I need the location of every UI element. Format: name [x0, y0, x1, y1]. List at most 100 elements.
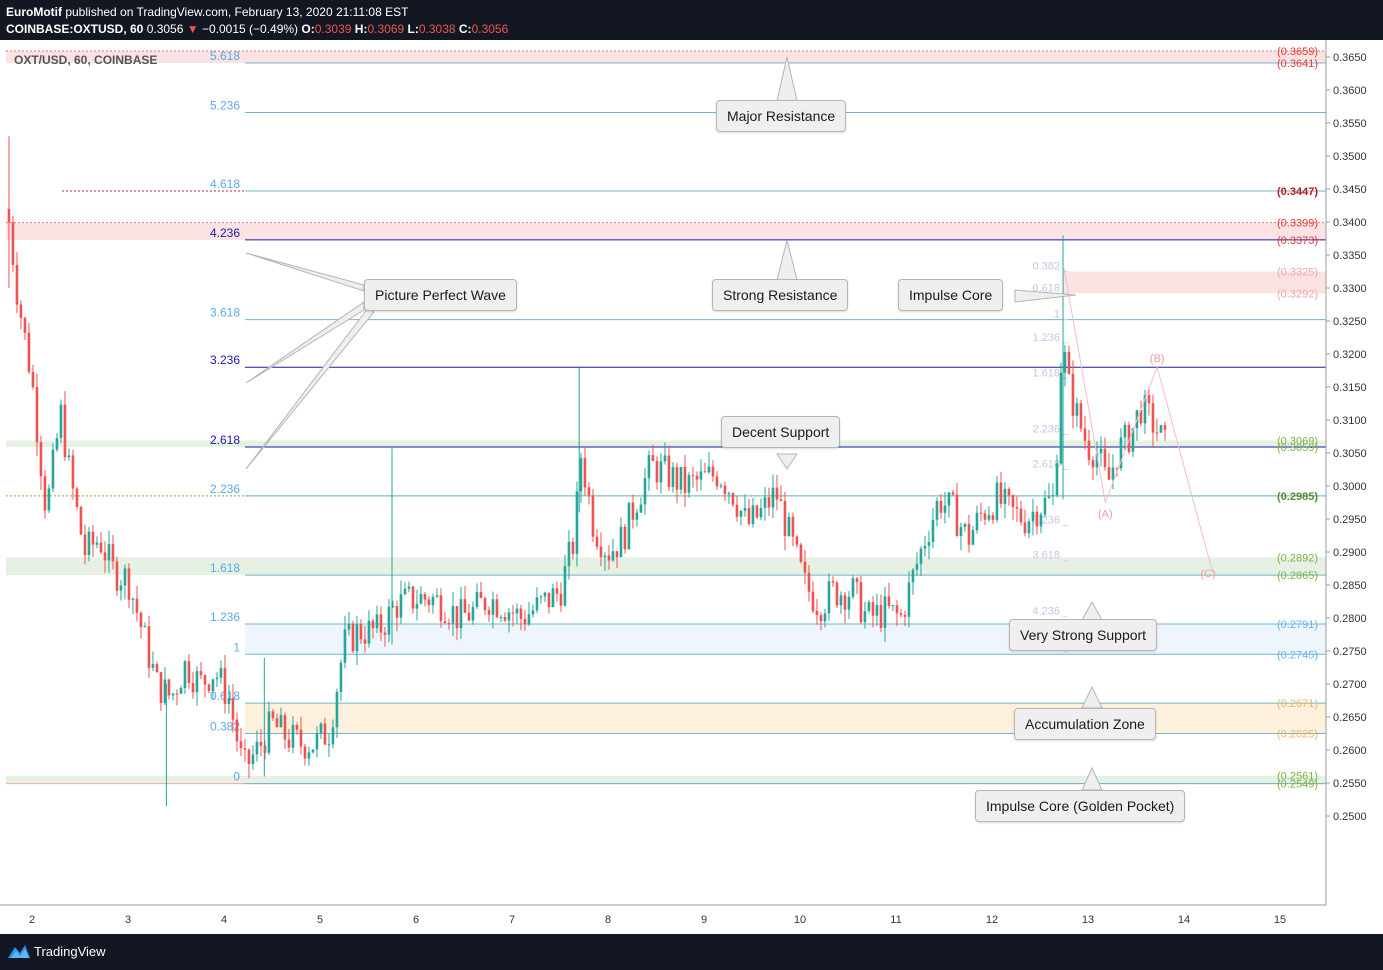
candle-body: [279, 715, 283, 728]
candle-body: [259, 741, 263, 746]
candle-body: [563, 566, 567, 606]
y-tick-label: 0.3650: [1333, 52, 1367, 64]
candle-body: [575, 491, 579, 554]
candle-body: [23, 317, 27, 333]
chart-header: EuroMotif published on TradingView.com, …: [0, 0, 1383, 40]
candle-body: [887, 596, 891, 607]
candle-body: [83, 534, 87, 556]
candle-body: [951, 492, 955, 495]
candle-body: [187, 661, 191, 684]
callout-accumulation-zone[interactable]: Accumulation Zone: [1014, 708, 1156, 740]
price-level-label: (0.2549): [1277, 779, 1318, 791]
candle-body: [103, 552, 107, 561]
candle-body: [691, 475, 695, 477]
candle-body: [795, 536, 799, 545]
candle-body: [451, 606, 455, 624]
impulse-fib-label: 3.236: [1032, 515, 1060, 527]
candle-body: [531, 610, 535, 615]
impulse-fib-label: 4.236: [1032, 606, 1060, 618]
candle-body: [891, 605, 895, 607]
callout-golden-pocket[interactable]: Impulse Core (Golden Pocket): [975, 790, 1186, 822]
callout-picture-perfect-wave[interactable]: Picture Perfect Wave: [364, 279, 517, 311]
close-label: C:: [458, 22, 472, 36]
author-name[interactable]: EuroMotif: [6, 5, 62, 19]
candle-body: [875, 605, 879, 616]
fib-level-label: 1.618: [210, 561, 240, 575]
pointer-very-strong-support: [1081, 600, 1103, 621]
impulse-fib-label: 0.618: [1032, 282, 1060, 294]
y-tick-label: 0.3350: [1333, 250, 1367, 262]
callout-very-strong-support[interactable]: Very Strong Support: [1009, 619, 1158, 651]
candle-body: [283, 715, 287, 740]
zone-base: [6, 775, 1326, 784]
y-tick-label: 0.3400: [1333, 217, 1367, 229]
candle-body: [255, 741, 259, 755]
candle-body: [511, 612, 515, 614]
candle-body: [735, 504, 739, 517]
candle-body: [91, 531, 95, 545]
candle-body: [723, 485, 727, 494]
candle-body: [371, 620, 375, 629]
candle-body: [199, 671, 203, 676]
symbol-name[interactable]: COINBASE:OXTUSD, 60: [6, 22, 144, 36]
candle-body: [27, 332, 31, 372]
candle-body: [847, 596, 851, 610]
candle-body: [947, 492, 951, 506]
fib-level-label: 1: [233, 640, 240, 654]
callout-strong-resistance[interactable]: Strong Resistance: [712, 279, 849, 311]
candle-body: [75, 488, 79, 507]
candle-body: [1079, 403, 1083, 429]
candle-body: [15, 264, 19, 305]
zone-major-resistance: [6, 51, 1326, 63]
candle-body: [703, 471, 707, 473]
y-tick-label: 0.2650: [1333, 712, 1367, 724]
y-tick-label: 0.2500: [1333, 811, 1367, 823]
impulse-fib-label: 1: [1054, 309, 1060, 321]
y-tick-label: 0.2950: [1333, 514, 1367, 526]
publish-info: EuroMotif published on TradingView.com, …: [6, 5, 408, 19]
fib-level-label: 0: [233, 770, 240, 784]
price-level-label: (0.3373): [1277, 235, 1318, 247]
candle-body: [419, 594, 423, 604]
candle-body: [447, 622, 451, 624]
candle-body: [1127, 424, 1131, 452]
candle-body: [711, 466, 715, 477]
callout-decent-support[interactable]: Decent Support: [721, 416, 841, 448]
candle-body: [379, 614, 383, 633]
candle-body: [475, 592, 479, 607]
candle-body: [235, 719, 239, 742]
candle-body: [19, 304, 23, 318]
candle-body: [1147, 395, 1151, 404]
impulse-fib-label: 3.618: [1032, 550, 1060, 562]
price-level-label: (0.2985): [1277, 491, 1318, 503]
candle-body: [967, 523, 971, 545]
candle-body: [543, 592, 547, 597]
close-value: 0.3056: [471, 22, 509, 36]
pointer-decent-support: [776, 453, 798, 470]
y-tick-label: 0.2750: [1333, 646, 1367, 658]
candle-body: [439, 595, 443, 622]
candle-body: [763, 497, 767, 509]
candle-body: [715, 476, 719, 487]
fib-level-label: 5.618: [210, 49, 240, 63]
candle-body: [323, 723, 327, 745]
tradingview-logo-icon[interactable]: [6, 942, 32, 960]
candle-body: [963, 523, 967, 527]
candle-body: [935, 500, 939, 520]
candle-body: [219, 668, 223, 678]
pointer-strong-resistance: [776, 239, 798, 281]
high-label: H:: [354, 22, 368, 36]
footer-brand[interactable]: TradingView: [34, 944, 106, 959]
publish-date: published on TradingView.com, February 1…: [62, 5, 409, 19]
candle-body: [1019, 508, 1023, 523]
zone-accumulation: [245, 623, 1326, 655]
callout-major-resistance[interactable]: Major Resistance: [716, 100, 847, 132]
x-tick-label: 9: [701, 914, 707, 926]
candle-body: [835, 582, 839, 606]
candle-body: [191, 683, 195, 693]
pointer-major-resistance: [776, 56, 798, 102]
fib-level-label: 3.618: [210, 306, 240, 320]
candle-body: [227, 698, 231, 704]
candle-body: [1151, 403, 1155, 433]
callout-impulse-core[interactable]: Impulse Core: [898, 279, 1004, 311]
